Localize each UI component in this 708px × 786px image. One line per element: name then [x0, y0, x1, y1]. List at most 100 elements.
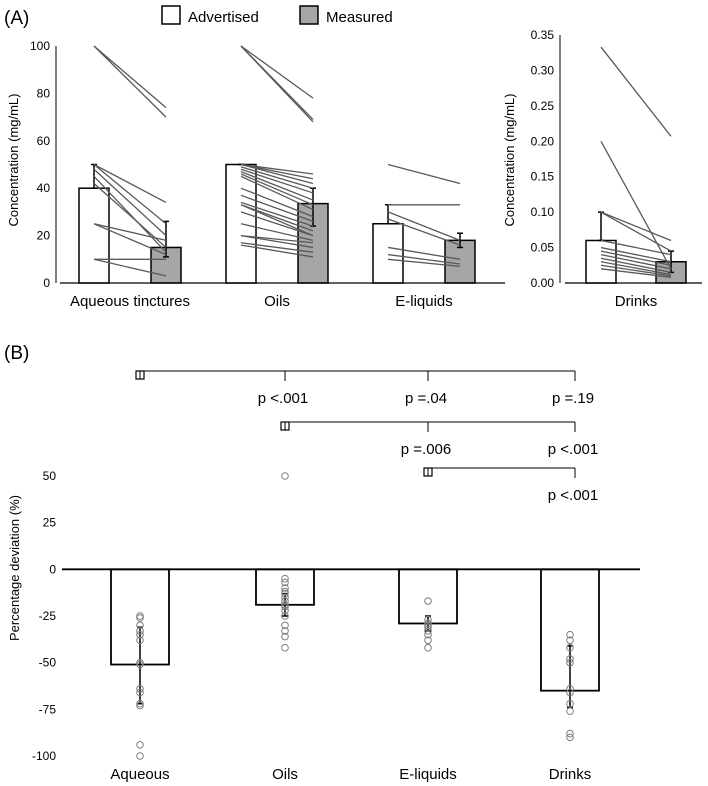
category-label: E-liquids [395, 293, 453, 310]
sample-point [281, 632, 289, 641]
chart-percentage-deviation: Percentage deviation (%) -100 -75 -50 -25 0 2… [7, 370, 640, 783]
chart-a2-categories: Drinks [615, 293, 658, 310]
sample-point [136, 701, 144, 710]
paired-sample-line [600, 211, 672, 242]
y-tick-label: 0 [49, 562, 56, 576]
sample-point [281, 627, 289, 635]
sample-point [424, 630, 432, 639]
paired-sample-line [240, 242, 314, 253]
sample-point [424, 597, 432, 605]
sample-point [566, 733, 574, 742]
p-value-label: p =.04 [405, 390, 447, 407]
paired-sample-line [240, 171, 314, 201]
p-value-label: p <.001 [548, 441, 598, 458]
y-tick-label: 40 [37, 181, 51, 195]
category-label: Oils [272, 766, 298, 783]
y-tick-label: 0.20 [531, 134, 555, 148]
sample-point [424, 615, 432, 624]
paired-sample-line [240, 234, 314, 244]
sample-point [281, 643, 289, 652]
y-tick-label: 25 [43, 516, 57, 530]
sample-point [281, 578, 289, 587]
p-value-label: p <.001 [258, 390, 308, 407]
sample-point [424, 636, 432, 645]
deviation-bar-2 [398, 568, 458, 625]
y-tick-label: 60 [37, 134, 51, 148]
paired-sample-line [240, 45, 314, 123]
legend-label-measured: Measured [326, 9, 393, 26]
paired-sample-line [93, 168, 167, 237]
category-label: Aqueous [110, 766, 169, 783]
bar-advertised-0 [78, 187, 110, 284]
paired-sample-line [240, 166, 314, 189]
paired-sample-line [387, 258, 461, 268]
sample-point [136, 685, 144, 693]
y-tick-label: 0.30 [531, 63, 555, 77]
sample-point [136, 741, 144, 749]
y-tick-label: 20 [37, 229, 51, 243]
paired-sample-line [387, 163, 461, 185]
chart-a1-ylabel: Concentration (mg/mL) [6, 94, 21, 227]
paired-sample-line [600, 46, 672, 137]
sample-point [424, 623, 432, 632]
sample-point [136, 688, 144, 697]
legend-label-advertised: Advertised [188, 9, 259, 26]
y-tick-label: 0 [43, 276, 50, 290]
paired-sample-line [600, 250, 672, 266]
sample-point [566, 729, 574, 738]
chart-a1-yticks: 0 20 40 60 80 100 [30, 39, 57, 290]
paired-sample-line [387, 253, 461, 265]
sample-point [566, 655, 574, 663]
paired-sample-line [600, 211, 672, 252]
sample-point [281, 606, 289, 615]
paired-sample-line [387, 218, 461, 246]
p-value-label: p =.19 [552, 390, 594, 407]
chart-a1-bars [60, 163, 505, 284]
chart-a1-paired-lines [93, 45, 461, 277]
panel-b-label: (B) [4, 343, 29, 364]
chart-b-ylabel: Percentage deviation (%) [7, 495, 22, 641]
paired-sample-line [600, 261, 672, 276]
sample-point [566, 707, 574, 716]
p-value-label: p =.006 [401, 441, 451, 458]
paired-sample-line [600, 140, 672, 270]
sample-point [281, 574, 289, 583]
chart-b-categories: Aqueous Oils E-liquids Drinks [110, 766, 591, 783]
legend-swatch-measured [299, 5, 319, 25]
paired-sample-line [240, 163, 314, 175]
paired-sample-line [600, 264, 672, 277]
sample-point [281, 612, 289, 620]
paired-sample-line [240, 163, 314, 180]
paired-sample-line [240, 173, 314, 206]
panel-a-label: (A) [4, 8, 29, 29]
p-value-label: p <.001 [548, 487, 598, 504]
sample-point [281, 602, 289, 611]
paired-sample-line [93, 223, 167, 241]
paired-sample-line [93, 223, 167, 256]
sample-point [424, 643, 432, 652]
y-tick-label: 0.10 [531, 205, 555, 219]
chart-b-yticks: -100 -75 -50 -25 0 25 50 [32, 469, 57, 763]
chart-a2-bars [565, 211, 702, 284]
sample-point [566, 658, 574, 667]
y-tick-label: -100 [32, 749, 56, 763]
sample-point [281, 621, 289, 630]
sample-point [566, 699, 574, 708]
paired-sample-line [240, 204, 314, 232]
sample-point [424, 627, 432, 635]
paired-sample-line [240, 201, 314, 227]
paired-sample-line [240, 175, 314, 211]
paired-sample-line [240, 223, 314, 241]
legend-swatch-advertised [161, 5, 181, 25]
sample-point [281, 589, 289, 598]
paired-sample-line [93, 182, 167, 248]
y-tick-label: 0.05 [531, 241, 555, 255]
sample-point [281, 584, 289, 592]
paired-sample-line [387, 246, 461, 260]
paired-sample-line [93, 45, 167, 118]
chart-a1-categories: Aqueous tinctures Oils E-liquids [70, 293, 453, 310]
sample-point [136, 630, 144, 639]
y-tick-label: 50 [43, 469, 57, 483]
chart-b-bars [62, 568, 640, 709]
